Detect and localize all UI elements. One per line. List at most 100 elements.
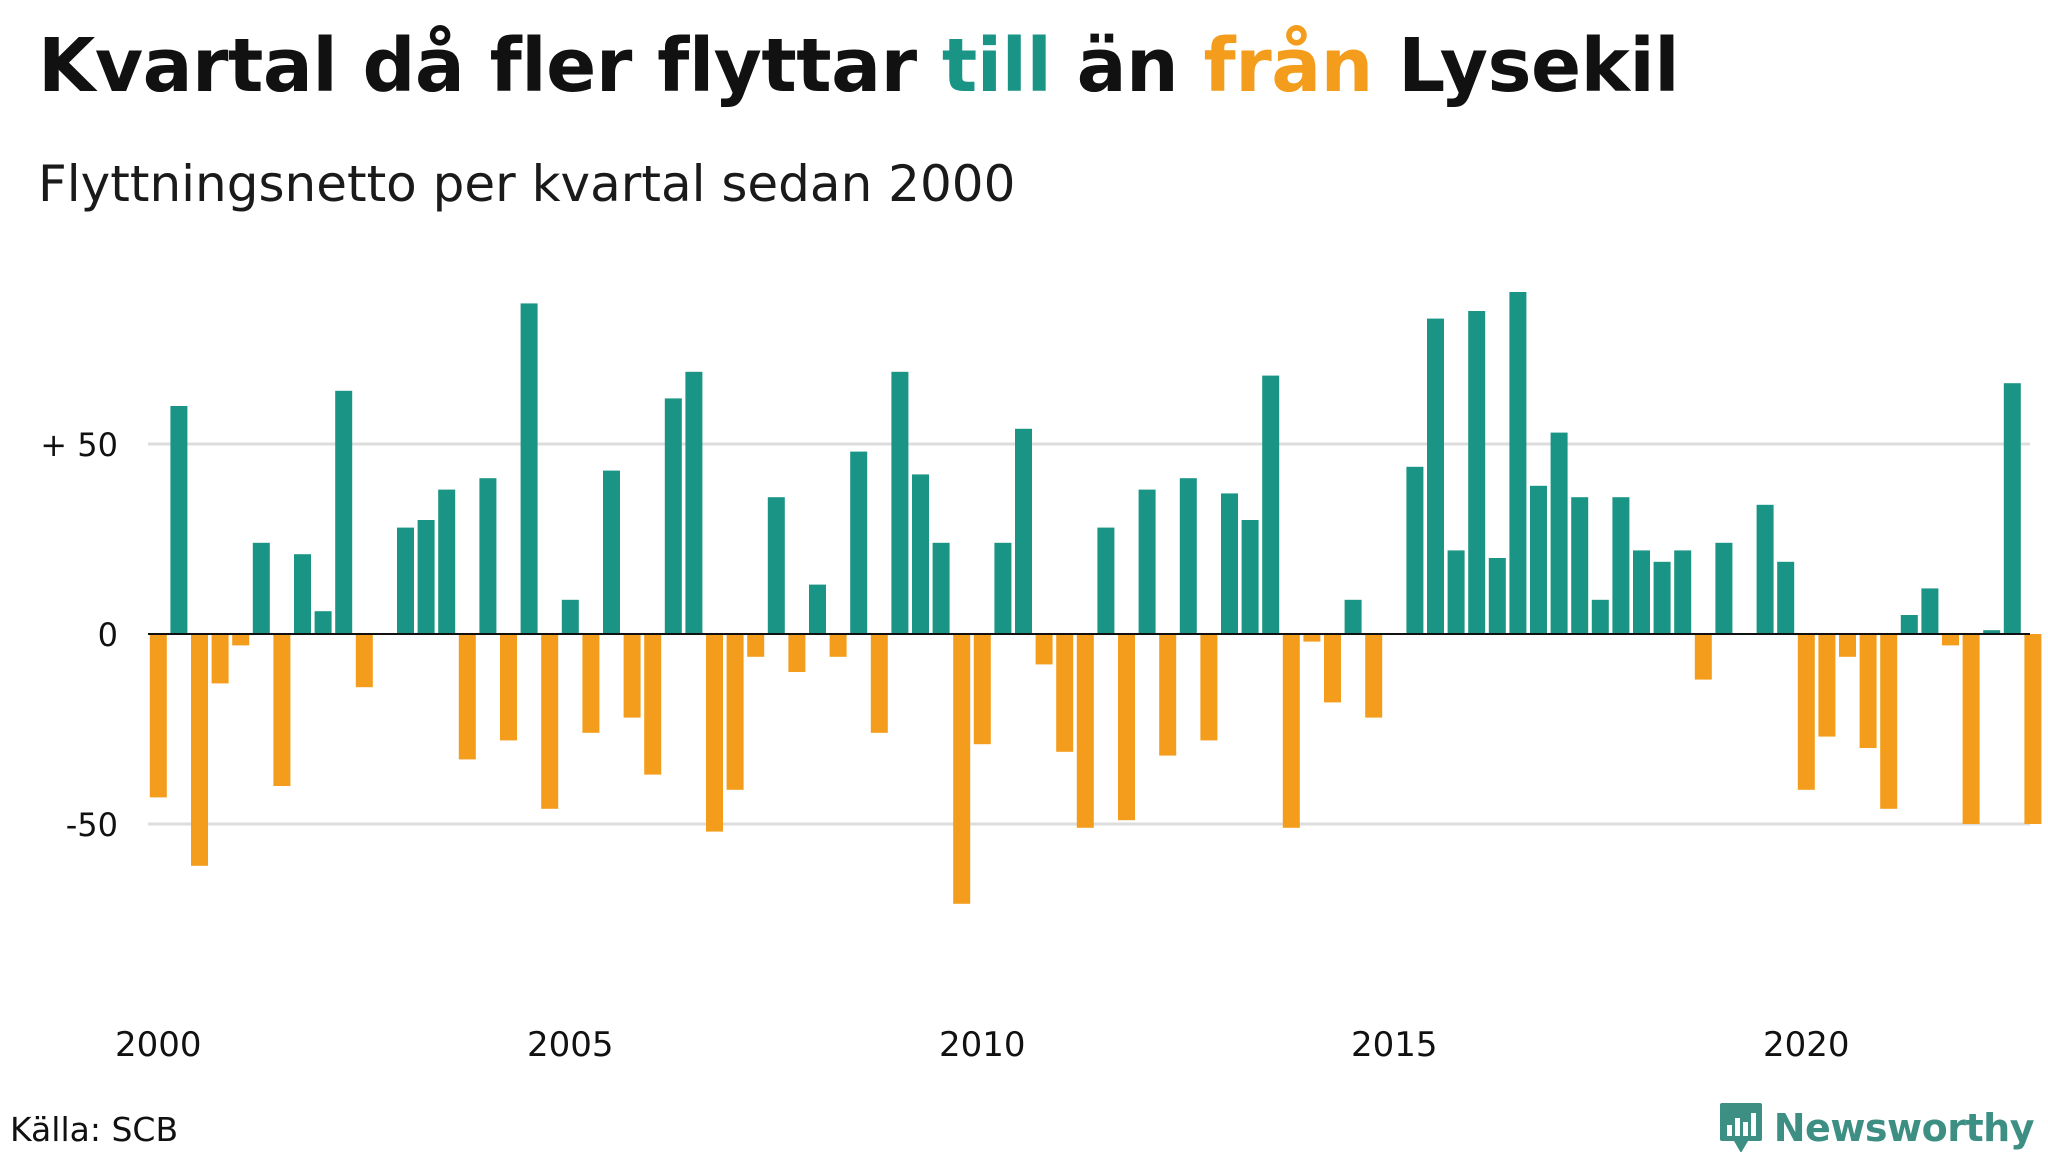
bar-positive xyxy=(561,599,579,634)
newsworthy-logo-icon xyxy=(1719,1103,1762,1152)
x-tick-label: 2005 xyxy=(527,1025,614,1065)
bar-positive xyxy=(1406,466,1424,634)
bar-positive xyxy=(1468,311,1486,634)
y-tick-label: -50 xyxy=(66,806,118,844)
bar-positive xyxy=(294,554,311,634)
bar-positive xyxy=(891,371,909,634)
bar-negative xyxy=(788,634,806,672)
bar-positive xyxy=(912,474,929,634)
bar-negative xyxy=(973,634,991,745)
bar-negative xyxy=(1859,634,1877,748)
bar-negative xyxy=(1076,634,1094,828)
bar-negative xyxy=(191,634,208,866)
bar-negative xyxy=(1035,634,1053,665)
bar-negative xyxy=(500,634,517,741)
bar-positive xyxy=(1900,615,1918,634)
bar-negative xyxy=(458,634,476,760)
bar-positive xyxy=(1179,478,1197,634)
bar-negative xyxy=(1942,634,1959,646)
bar-negative xyxy=(1282,634,1300,828)
brand-logo: Newsworthy xyxy=(1718,1100,2035,1152)
bar-positive xyxy=(1488,558,1506,634)
bar-positive xyxy=(1262,375,1280,634)
bar-positive xyxy=(1097,527,1115,634)
bar-positive xyxy=(994,542,1012,634)
bar-positive xyxy=(520,303,538,634)
bar-positive xyxy=(1550,432,1568,634)
bar-negative xyxy=(953,634,971,904)
bar-negative xyxy=(1818,634,1836,737)
source-note: Källa: SCB xyxy=(10,1110,179,1149)
bar-negative xyxy=(355,634,373,688)
bar-positive xyxy=(170,406,188,634)
bar-positive xyxy=(1427,318,1444,634)
bar-positive xyxy=(252,542,270,634)
bar-positive xyxy=(1571,497,1589,634)
title-highlight-fran: från xyxy=(1203,23,1374,109)
bar-negative xyxy=(1365,634,1383,718)
bar-positive xyxy=(767,497,785,634)
bar-positive xyxy=(1921,588,1939,634)
bar-negative xyxy=(2024,634,2042,824)
bar-positive xyxy=(1530,485,1547,634)
bar-positive xyxy=(809,584,826,634)
bar-positive xyxy=(1447,550,1465,634)
bar-positive xyxy=(479,478,497,634)
title-highlight-till: till xyxy=(941,23,1052,109)
bar-negative xyxy=(273,634,291,786)
bar-negative xyxy=(726,634,744,790)
bar-positive xyxy=(335,390,353,634)
bar-positive xyxy=(603,470,620,634)
bar-positive xyxy=(1756,504,1774,634)
bar-negative xyxy=(1694,634,1712,680)
bar-positive xyxy=(1221,493,1238,634)
chart-title: Kvartal då fler flyttar till än från Lys… xyxy=(38,20,1680,112)
bars xyxy=(149,292,2042,904)
bar-positive xyxy=(932,542,950,634)
x-tick-label: 2010 xyxy=(939,1025,1026,1065)
bar-negative xyxy=(232,634,250,646)
bar-positive xyxy=(2003,383,2021,634)
bar-negative xyxy=(1159,634,1177,756)
bar-negative xyxy=(582,634,600,733)
bar-positive xyxy=(438,489,456,634)
bar-chart: + 50 0 -50 2000 2005 2010 2015 2020 xyxy=(40,292,2042,1065)
x-tick-label: 2015 xyxy=(1351,1025,1438,1065)
y-tick-label: 0 xyxy=(98,616,118,654)
bar-positive xyxy=(1653,561,1671,634)
x-tick-label: 2000 xyxy=(115,1025,202,1065)
chart-subtitle: Flyttningsnetto per kvartal sedan 2000 xyxy=(38,155,1016,213)
bar-negative xyxy=(1797,634,1815,790)
title-text-start: Kvartal då fler flyttar xyxy=(38,23,942,109)
bar-positive xyxy=(1344,599,1362,634)
bar-positive xyxy=(850,451,868,634)
y-tick-label: + 50 xyxy=(40,426,118,464)
bar-negative xyxy=(623,634,641,718)
bar-negative xyxy=(644,634,662,775)
x-axis-labels: 2000 2005 2010 2015 2020 xyxy=(115,1025,1850,1065)
bar-positive xyxy=(664,398,682,634)
x-tick-label: 2020 xyxy=(1763,1025,1850,1065)
bar-positive xyxy=(1591,599,1609,634)
bar-negative xyxy=(211,634,229,684)
title-text-middle: än xyxy=(1051,23,1204,109)
bar-positive xyxy=(1612,497,1630,634)
bar-positive xyxy=(1674,550,1692,634)
y-axis-labels: + 50 0 -50 xyxy=(40,426,118,844)
bar-positive xyxy=(1509,292,1527,634)
bar-positive xyxy=(1715,542,1733,634)
bar-positive xyxy=(685,371,703,634)
bar-negative xyxy=(1118,634,1135,821)
bar-negative xyxy=(706,634,723,832)
bar-positive xyxy=(417,520,435,634)
bar-positive xyxy=(1983,630,2001,634)
bar-positive xyxy=(1241,520,1259,634)
bar-negative xyxy=(1962,634,1980,824)
bar-negative xyxy=(1056,634,1074,752)
bar-negative xyxy=(870,634,888,733)
bar-positive xyxy=(1015,428,1032,634)
bar-positive xyxy=(1777,561,1795,634)
bar-positive xyxy=(314,611,332,634)
bar-negative xyxy=(541,634,559,809)
bar-negative xyxy=(1880,634,1898,809)
